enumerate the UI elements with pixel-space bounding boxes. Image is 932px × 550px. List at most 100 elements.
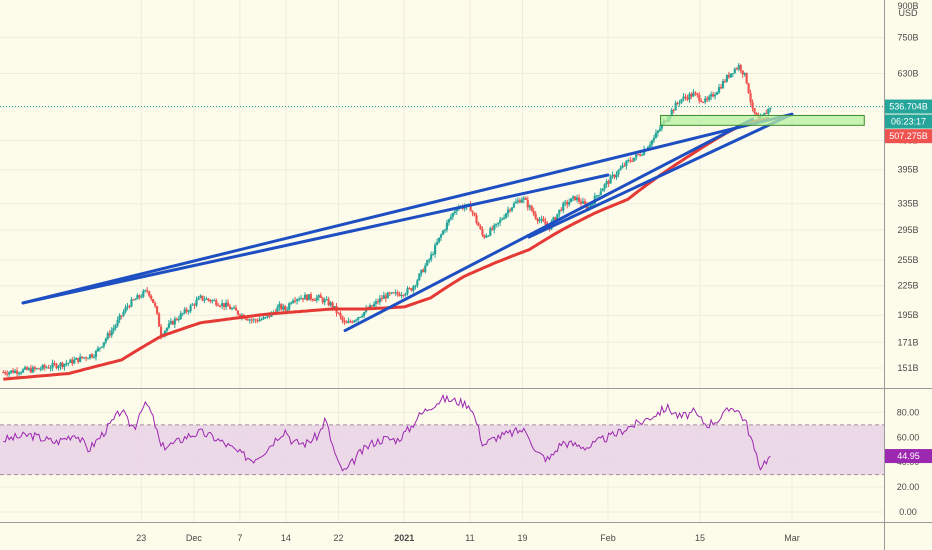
candle-body [120,315,123,317]
candle-body [577,197,581,202]
candle-body [213,300,216,302]
candle-body [445,222,449,230]
candle-body [426,260,429,266]
candle-body [254,319,257,321]
candle-body [538,219,541,222]
candle-body [579,201,583,204]
candle-body [536,218,539,222]
candle-body [2,372,5,374]
candle-body [552,217,555,222]
trendlines[interactable] [21,112,794,333]
candle-body [520,199,523,203]
candle-body [518,200,521,203]
trendline-2[interactable] [21,112,794,305]
candle-body [678,102,681,104]
candle-body [47,367,50,369]
candle-body [234,307,238,311]
rsi-band [0,424,884,476]
candle-body [402,295,405,297]
candle-body [61,362,64,367]
candle-body [396,292,399,295]
candle-body [562,202,565,211]
candle-body [86,358,90,360]
candle-body [294,300,297,302]
ma-value-flag-text: 507.275B [889,131,928,141]
candle-body [497,222,500,224]
candle-body [680,99,683,103]
candle-body [568,202,571,205]
candle-body [686,97,689,100]
candle-body [378,298,381,303]
trendline-4[interactable] [527,112,794,239]
candle-body [430,254,433,260]
candle-body [207,298,210,300]
candle-body [660,124,663,129]
trendline-3[interactable] [343,117,755,333]
candle-body [501,218,504,220]
price-tick-label: 225B [897,281,918,291]
candle-body [154,302,157,307]
candle-body [55,363,58,369]
price-tick-label: 395B [897,165,918,175]
candle-body [702,101,705,103]
candle-body [737,65,740,69]
candle-body [544,221,547,225]
candle-body [477,222,480,227]
candle-body [670,109,673,116]
candle-body [305,294,309,301]
candle-body [327,299,330,306]
candle-body [359,316,362,318]
candle-body [706,98,709,100]
candle-body [71,359,74,364]
candle-body [597,195,600,197]
candle-body [475,215,478,223]
candle-body [617,170,620,175]
candle-body [530,205,533,211]
candle-body [219,305,222,307]
candle-body [601,188,604,192]
candle-body [376,301,380,303]
candle-body [394,292,397,294]
candle-body [463,206,466,209]
candle-body [313,299,316,301]
time-tick-label: 7 [237,533,242,543]
time-tick-label: 19 [518,533,528,543]
candle-body [337,312,340,314]
candle-body [6,373,9,375]
candle-body [238,314,241,317]
candle-body [325,299,328,301]
candle-body [412,286,415,291]
candle-body [12,370,15,373]
candle-body [321,298,324,303]
candle-body [260,319,263,321]
trendline-1[interactable] [21,173,610,305]
countdown-flag-bg [885,114,932,129]
support-zone[interactable] [660,114,865,126]
candle-body [138,295,141,298]
candle-body [179,313,182,319]
candle-body [700,100,703,102]
candle-body [100,346,103,348]
candle-body [591,204,594,206]
candle-body [581,201,585,204]
candle-body [286,309,289,311]
candle-body [656,130,660,133]
candle-body [729,73,732,78]
candle-body [635,154,638,158]
time-tick-label: 14 [281,533,291,543]
candle-body [627,159,630,161]
candle-body [79,356,82,362]
candle-body [284,306,287,311]
candle-body [704,98,707,102]
candle-body [83,357,86,359]
candle-body [175,318,178,320]
support-zone-rect[interactable] [660,114,865,126]
candle-body [27,368,31,370]
time-tick-label: Feb [600,533,616,543]
candle-body [14,370,17,373]
candle-body [439,234,443,238]
candle-body [31,367,34,373]
candle-body [351,321,354,323]
candle-body [223,303,226,307]
